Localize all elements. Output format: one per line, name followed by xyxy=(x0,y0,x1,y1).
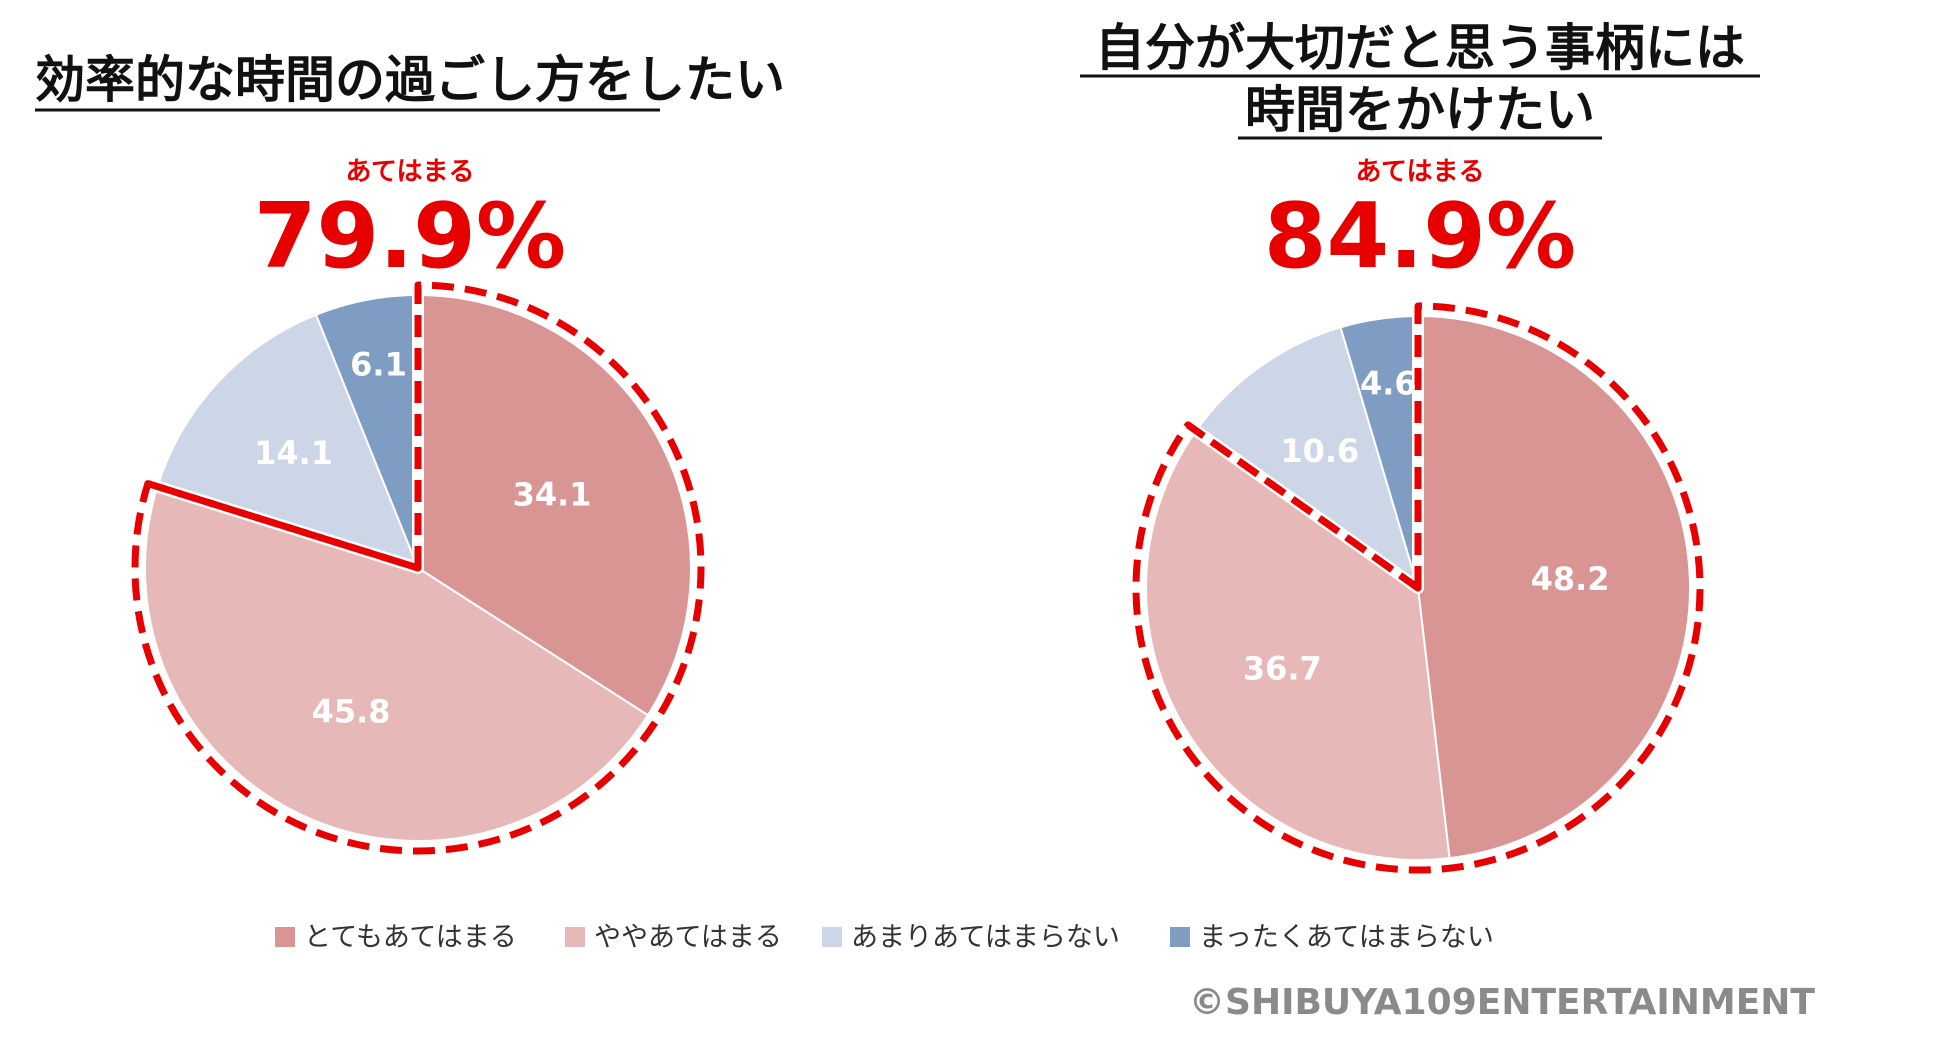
slice-value-label: 34.1 xyxy=(513,476,592,514)
chart-title-line: 自分が大切だと思う事柄には xyxy=(1095,19,1745,77)
agree-total: 84.9% xyxy=(1264,184,1576,289)
chart-title-line: 時間をかけたい xyxy=(1245,81,1595,139)
copyright-text: ©SHIBUYA109ENTERTAINMENT xyxy=(1189,982,1815,1023)
legend-swatch xyxy=(275,927,295,947)
slice-value-label: 10.6 xyxy=(1280,432,1359,470)
highlight-dashed-divider xyxy=(1185,422,1421,591)
slice-value-label: 45.8 xyxy=(312,693,391,731)
legend-swatch xyxy=(822,927,842,947)
slice-value-label: 6.1 xyxy=(350,345,407,383)
slice-value-label: 48.2 xyxy=(1531,560,1610,598)
highlight-dashed-divider xyxy=(146,480,420,572)
agree-kicker: あてはまる xyxy=(1356,157,1485,187)
legend-label: とてもあてはまる xyxy=(304,922,517,953)
slice-value-label: 36.7 xyxy=(1243,649,1322,687)
legend-item: まったくあてはまらない xyxy=(1170,922,1494,953)
legend-item: とてもあてはまる xyxy=(275,922,517,953)
slice-value-label: 4.6 xyxy=(1360,364,1417,402)
legend-label: まったくあてはまらない xyxy=(1199,922,1494,953)
legend-swatch xyxy=(565,927,585,947)
slice-value-label: 14.1 xyxy=(254,434,333,472)
legend-label: ややあてはまる xyxy=(594,922,782,953)
highlight-dashed-outline xyxy=(131,281,705,855)
highlight-dashed-outline xyxy=(1132,302,1704,874)
legend-label: あまりあてはまらない xyxy=(851,922,1120,953)
pie-slice xyxy=(144,485,650,842)
legend-swatch xyxy=(1170,927,1190,947)
agree-kicker: あてはまる xyxy=(346,157,475,187)
legend-item: ややあてはまる xyxy=(565,922,782,953)
pie-slice xyxy=(417,293,692,717)
chart-title-line: 効率的な時間の過ごし方をしたい xyxy=(35,51,785,109)
legend: とてもあてはまる ややあてはまる あまりあてはまらない まったくあてはまらない xyxy=(275,922,1494,953)
legend-item: あまりあてはまらない xyxy=(822,922,1120,953)
agree-total: 79.9% xyxy=(254,184,566,289)
pie-slice xyxy=(1145,429,1451,861)
pie-slice xyxy=(1417,314,1692,860)
pie-slice xyxy=(1194,326,1420,591)
